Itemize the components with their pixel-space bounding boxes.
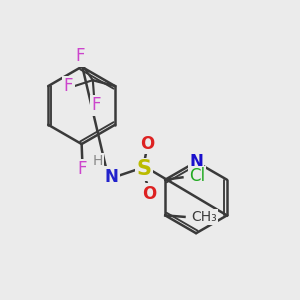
Text: O: O: [142, 185, 157, 203]
Text: F: F: [77, 160, 87, 178]
Text: S: S: [136, 159, 152, 179]
Text: Cl: Cl: [189, 167, 205, 185]
Text: F: F: [76, 47, 85, 65]
Text: N: N: [104, 168, 118, 186]
Text: F: F: [64, 77, 73, 95]
Text: F: F: [91, 96, 100, 114]
Text: H: H: [93, 154, 103, 168]
Text: N: N: [189, 153, 203, 171]
Text: CH₃: CH₃: [191, 210, 217, 224]
Text: O: O: [140, 135, 154, 153]
